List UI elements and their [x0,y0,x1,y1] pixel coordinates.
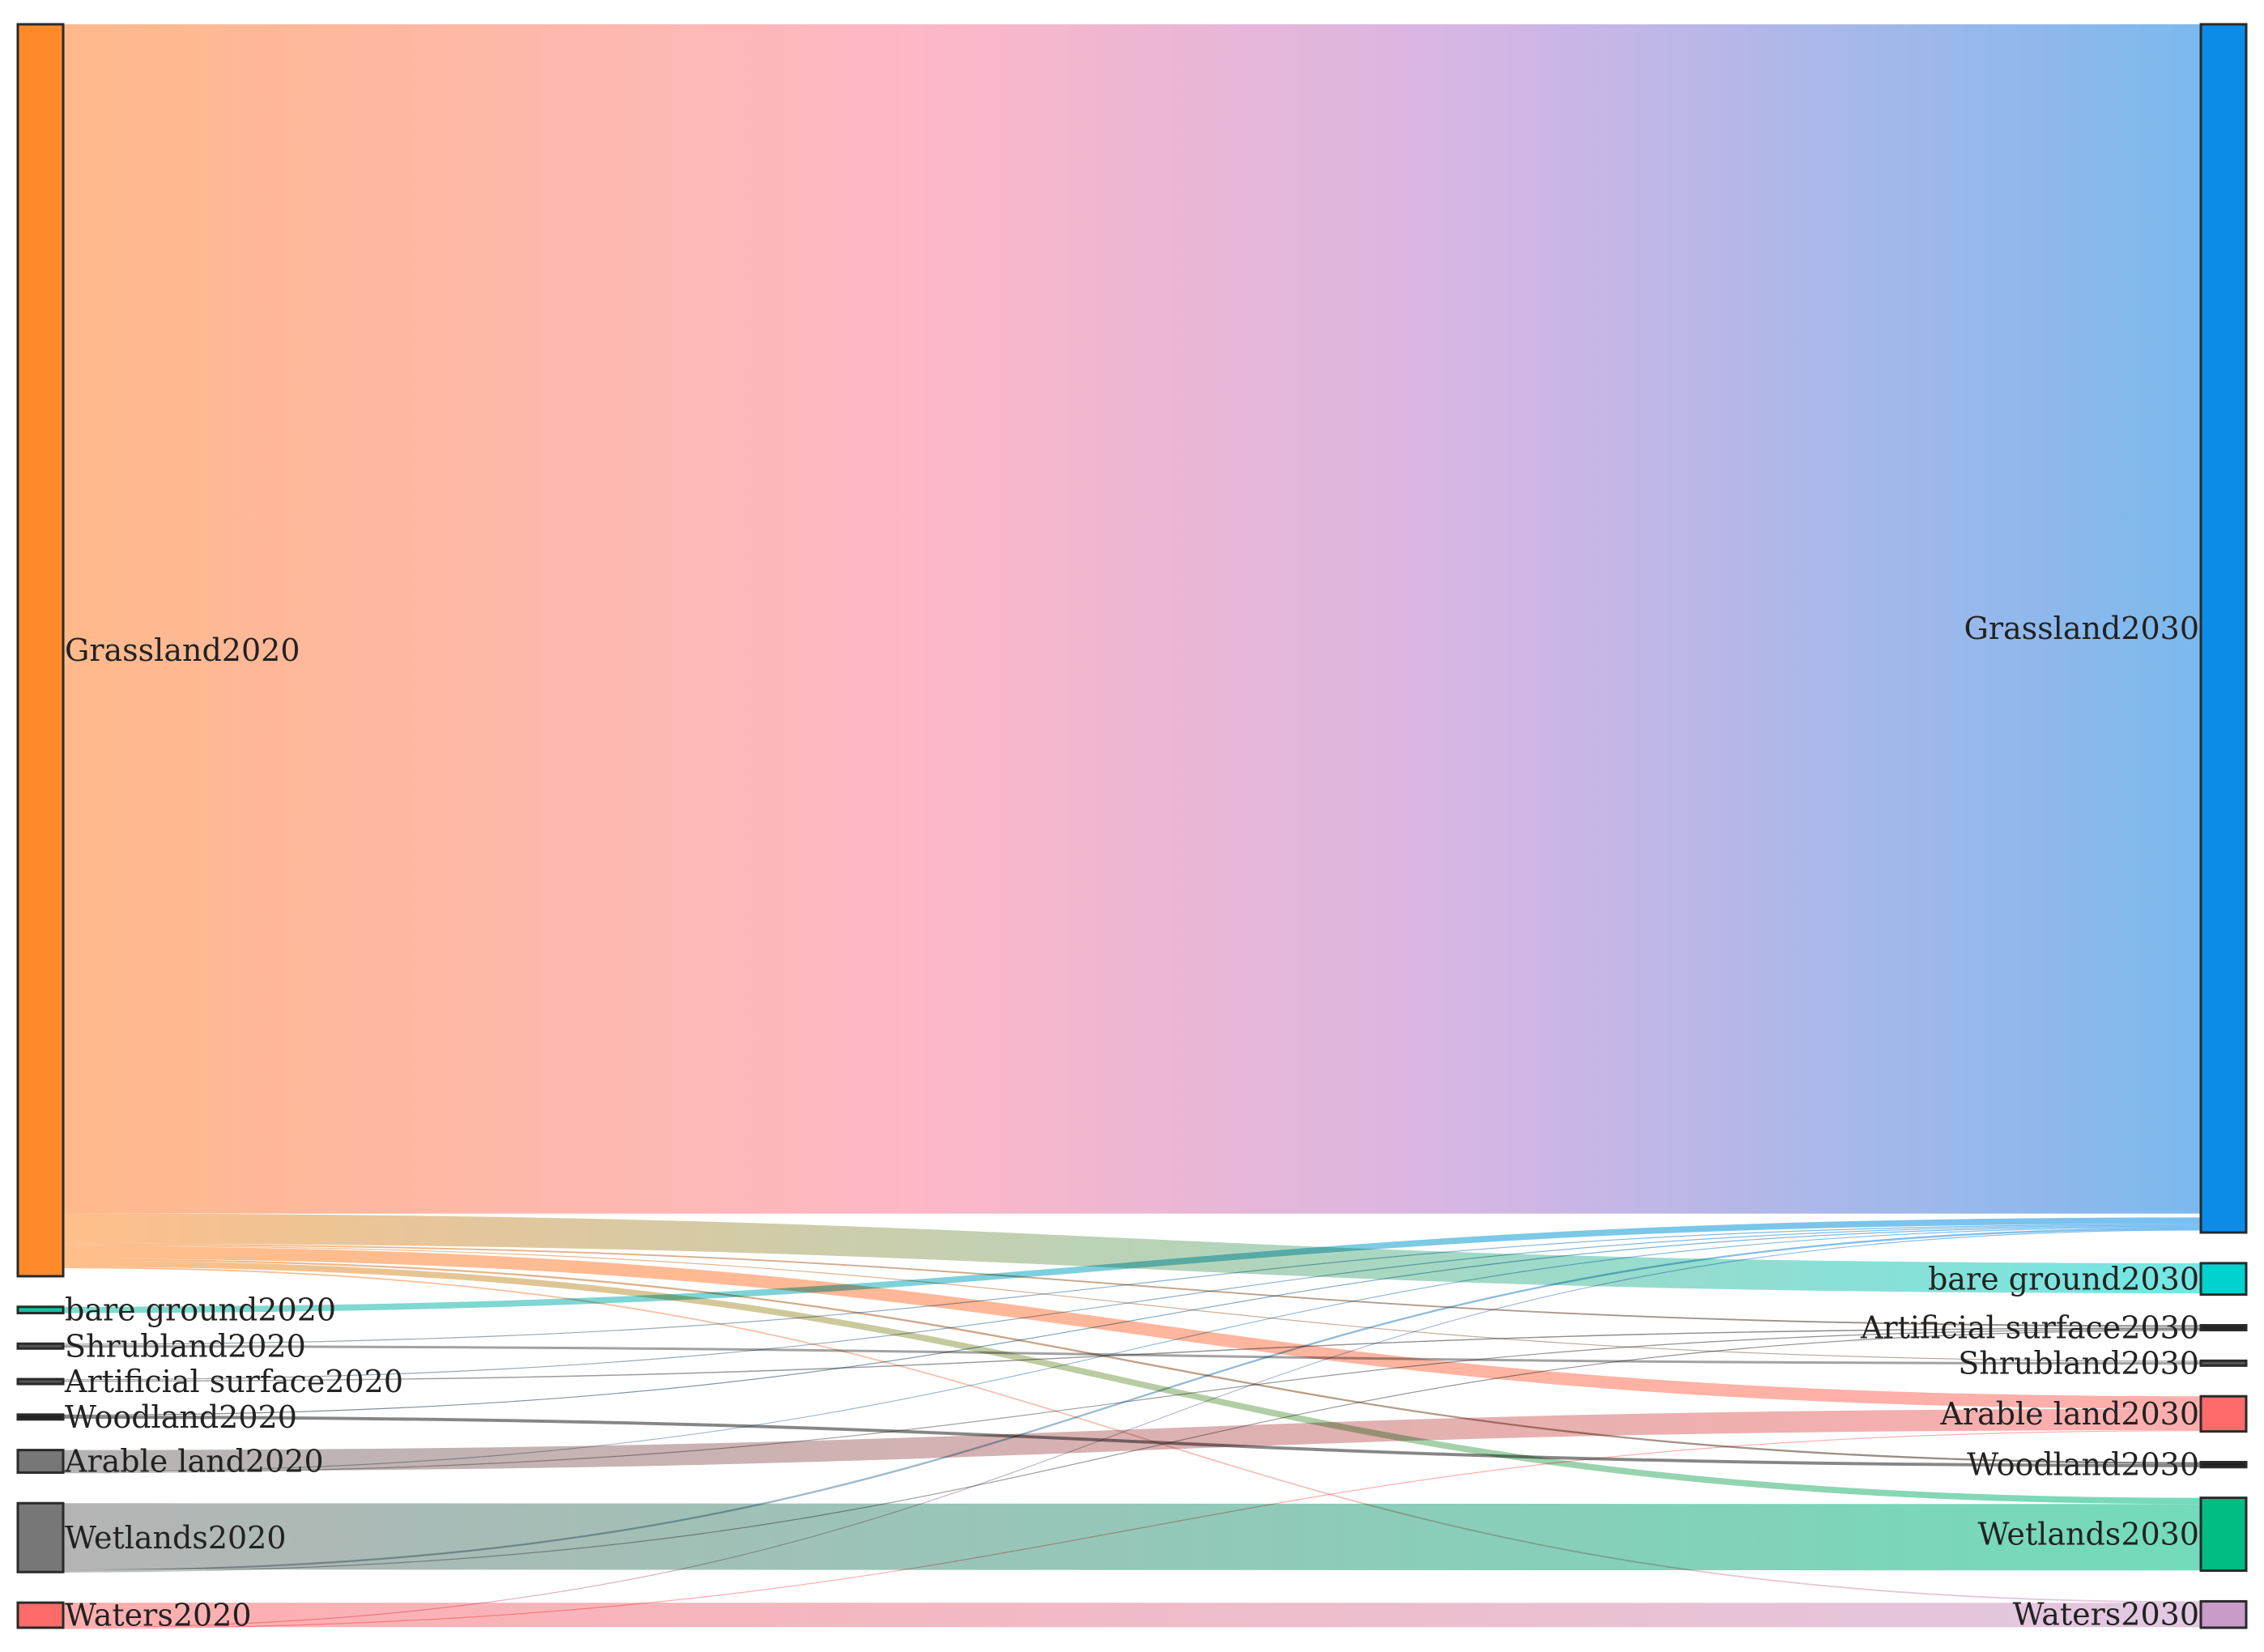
label-wood20: Woodland2020 [65,1399,297,1435]
label-grass20: Grassland2020 [65,632,300,668]
node-arable30[interactable] [2199,1394,2248,1433]
node-wood20[interactable] [16,1413,65,1421]
link-wet20-wet30 [62,1503,2202,1571]
node-grass20[interactable] [16,23,65,1278]
node-bare20[interactable] [16,1305,65,1314]
labels-layer: Grassland2020 bare ground2020Shrubland202… [64,611,2199,1633]
label-waters20: Waters2020 [65,1598,252,1633]
node-wood30[interactable] [2199,1461,2248,1469]
node-waters30[interactable] [2199,1599,2248,1629]
node-wet30[interactable] [2199,1497,2248,1573]
label-arable20: Arable land2020 [64,1444,324,1480]
link-wet20-grass30 [62,1227,2202,1572]
link-waters20-grass30 [62,1229,2202,1629]
link-grass20-wet30 [62,1260,2202,1505]
node-grass30[interactable] [2199,23,2248,1234]
link-grass20-shrub30 [62,1245,2202,1362]
node-arable20[interactable] [16,1449,65,1474]
node-wet20[interactable] [16,1501,65,1573]
link-grass20-art30 [62,1243,2202,1327]
link-shrub20-grass30 [62,1224,2202,1345]
link-wood20-grass30 [62,1225,2202,1416]
node-bare30[interactable] [2199,1262,2248,1296]
label-bare30: bare ground2030 [1928,1261,2199,1296]
link-grass20-arable30 [62,1245,2202,1409]
label-art20: Artificial surface2020 [64,1364,403,1399]
link-bare20-grass30 [62,1217,2202,1314]
link-grass20-bare30 [62,1213,2202,1293]
label-wet20: Wetlands2020 [65,1520,287,1556]
node-shrub30[interactable] [2199,1359,2248,1367]
node-art30[interactable] [2199,1324,2248,1331]
label-waters30: Waters2030 [2012,1597,2199,1633]
label-art30: Artificial surface2030 [1860,1310,2199,1346]
link-arable20-art30 [62,1328,2202,1474]
label-wet30: Wetlands2030 [1977,1517,2199,1552]
label-shrub20: Shrubland2020 [65,1328,306,1364]
link-grass20-wood30 [62,1258,2202,1464]
link-arable20-grass30 [62,1226,2202,1473]
nodes-layer [16,23,2248,1629]
label-grass30: Grassland2030 [1964,611,2200,646]
label-bare20: bare ground2020 [65,1292,336,1328]
node-waters20[interactable] [16,1601,65,1629]
link-wet20-art30 [62,1330,2202,1573]
node-art20[interactable] [16,1377,65,1386]
links-layer [62,23,2202,1629]
link-waters20-arable30 [62,1430,2202,1629]
link-art20-grass30 [62,1224,2202,1381]
label-wood30: Woodland2030 [1967,1447,2199,1483]
label-shrub30: Shrubland2030 [1958,1345,2199,1381]
link-arable20-arable30 [62,1408,2202,1471]
link-art20-art30 [62,1327,2202,1382]
label-arable30: Arable land2030 [1939,1396,2199,1432]
node-shrub20[interactable] [16,1342,65,1350]
